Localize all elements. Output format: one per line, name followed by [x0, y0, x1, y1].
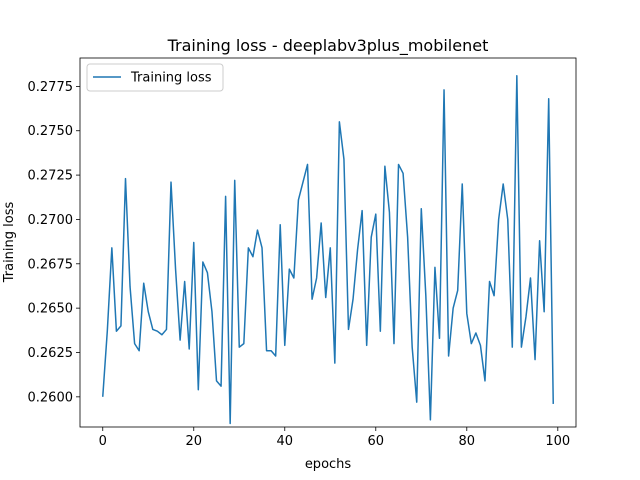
y-tick-label: 0.2725	[28, 169, 74, 184]
y-tick-label: 0.2650	[28, 302, 74, 317]
axes-frame	[79, 57, 577, 428]
series-line-training-loss	[102, 74, 554, 425]
y-tick-label: 0.2625	[28, 346, 74, 361]
plot-area: 0 20 40 60 80 100 0.2600 0.2625 0.2650 0.2675 0.27…	[28, 57, 577, 449]
x-tick-label: 0	[99, 434, 107, 449]
chart-title: Training loss - deeplabv3plus_mobilenet	[167, 36, 489, 56]
x-tick-label: 60	[368, 434, 385, 449]
y-tick-label: 0.2775	[28, 80, 74, 95]
y-tick-label: 0.2600	[28, 390, 74, 405]
legend-label: Training loss	[130, 71, 212, 86]
legend-box	[86, 63, 224, 92]
x-tick-label: 20	[185, 434, 202, 449]
x-tick-label: 80	[459, 434, 476, 449]
x-axis-title: epochs	[305, 457, 352, 472]
x-tick-label: 100	[545, 434, 570, 449]
y-tick-label: 0.2750	[28, 124, 74, 139]
y-tick-label: 0.2700	[28, 213, 74, 228]
y-tick-label: 0.2675	[28, 257, 74, 272]
y-axis-title: Training loss	[2, 202, 17, 284]
x-tick-label: 40	[276, 434, 293, 449]
